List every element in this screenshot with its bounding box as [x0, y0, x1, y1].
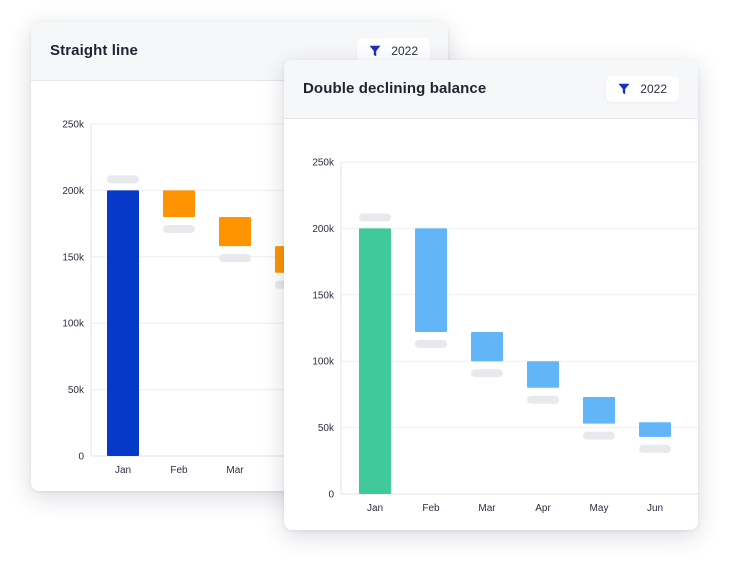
card-title: Straight line — [50, 42, 138, 59]
value-label-placeholder — [359, 213, 391, 222]
double-declining-card: Double declining balance 2022 0 50k 100k 15… — [284, 60, 698, 530]
y-tick-label: 0 — [328, 490, 334, 501]
bar-apr — [527, 361, 559, 388]
bar-feb — [163, 190, 195, 217]
filter-year-label: 2022 — [640, 82, 667, 96]
x-tick-label: Jan — [115, 465, 131, 476]
y-tick-label: 250k — [312, 158, 335, 169]
bar-jan — [107, 190, 139, 456]
y-tick-label: 150k — [62, 252, 85, 263]
x-tick-label: Feb — [422, 503, 440, 514]
filter-icon — [618, 83, 630, 95]
y-tick-label: 100k — [62, 319, 85, 330]
x-tick-label: Jun — [647, 503, 663, 514]
filter-year-label: 2022 — [391, 44, 418, 58]
x-tick-label: Mar — [226, 465, 244, 476]
bar-jun — [639, 422, 671, 437]
year-filter-button[interactable]: 2022 — [357, 38, 430, 64]
bar-may — [583, 397, 615, 424]
bar-mar — [219, 216, 251, 247]
card-title: Double declining balance — [303, 80, 487, 97]
bar-jan — [359, 228, 391, 494]
value-label-placeholder — [639, 444, 671, 453]
bar-mar — [471, 331, 503, 362]
y-tick-label: 250k — [62, 120, 85, 131]
year-filter-button[interactable]: 2022 — [606, 76, 679, 102]
y-tick-label: 50k — [318, 423, 335, 434]
value-label-placeholder — [527, 395, 559, 404]
double-declining-chart: 0 50k 100k 150k 200k 250k Jan Feb Mar Apr May Jun — [312, 158, 698, 514]
value-label-placeholder — [107, 175, 139, 184]
filter-icon — [369, 45, 381, 57]
x-tick-label: Apr — [535, 503, 551, 514]
value-label-placeholder — [471, 369, 503, 378]
x-tick-label: May — [590, 503, 609, 514]
y-tick-label: 50k — [68, 385, 85, 396]
value-label-placeholder — [219, 254, 251, 263]
x-tick-label: Feb — [170, 465, 188, 476]
x-tick-label: Mar — [478, 503, 496, 514]
card-header: Double declining balance 2022 — [284, 60, 698, 119]
y-tick-label: 200k — [312, 224, 335, 235]
y-tick-label: 150k — [312, 290, 335, 301]
y-tick-label: 100k — [312, 357, 335, 368]
y-tick-label: 0 — [78, 452, 84, 463]
value-label-placeholder — [163, 224, 195, 233]
value-label-placeholder — [415, 339, 447, 348]
value-label-placeholder — [583, 431, 615, 440]
bar-feb — [415, 228, 447, 332]
x-tick-label: Jan — [367, 503, 383, 514]
y-tick-label: 200k — [62, 186, 85, 197]
